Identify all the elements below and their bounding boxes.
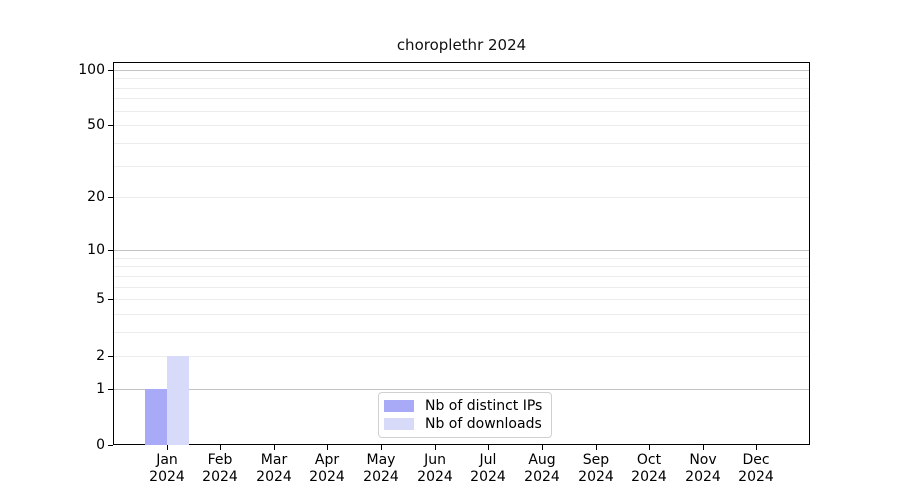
x-tick-label: Feb 2024 (202, 452, 238, 485)
minor-gridline (114, 276, 809, 277)
x-tick-label: Sep 2024 (578, 452, 614, 485)
bar-nb-of-downloads (167, 356, 189, 445)
x-tick-mark (649, 445, 650, 450)
x-tick-label: Jul 2024 (470, 452, 506, 485)
minor-gridline (114, 356, 809, 357)
minor-gridline (114, 332, 809, 333)
y-tick-mark (108, 197, 113, 198)
x-tick-label: Dec 2024 (738, 452, 774, 485)
x-tick-mark (435, 445, 436, 450)
x-tick-mark (756, 445, 757, 450)
x-tick-label: Aug 2024 (524, 452, 560, 485)
y-tick-mark (108, 70, 113, 71)
x-tick-label: Jun 2024 (417, 452, 453, 485)
y-tick-mark (108, 389, 113, 390)
x-tick-mark (274, 445, 275, 450)
minor-gridline (114, 143, 809, 144)
x-tick-mark (220, 445, 221, 450)
y-tick-label: 0 (96, 437, 105, 453)
x-tick-mark (167, 445, 168, 450)
legend-row: Nb of downloads (384, 416, 542, 432)
y-tick-mark (108, 299, 113, 300)
minor-gridline (114, 287, 809, 288)
y-tick-label: 1 (96, 381, 105, 397)
y-tick-mark (108, 250, 113, 251)
y-tick-label: 10 (87, 242, 105, 258)
x-tick-label: Oct 2024 (631, 452, 667, 485)
plot-area (113, 62, 810, 445)
y-tick-label: 5 (96, 291, 105, 307)
x-tick-mark (327, 445, 328, 450)
y-tick-label: 50 (87, 117, 105, 133)
minor-gridline (114, 166, 809, 167)
x-tick-mark (488, 445, 489, 450)
x-tick-label: Jan 2024 (149, 452, 185, 485)
minor-gridline (114, 88, 809, 89)
chart-title: choroplethr 2024 (396, 36, 527, 54)
x-tick-label: May 2024 (363, 452, 399, 485)
major-gridline (114, 70, 809, 71)
x-tick-mark (596, 445, 597, 450)
x-tick-label: Apr 2024 (309, 452, 345, 485)
x-tick-mark (703, 445, 704, 450)
legend-label: Nb of distinct IPs (425, 398, 543, 414)
y-tick-label: 2 (96, 348, 105, 364)
legend-label: Nb of downloads (425, 416, 542, 432)
x-tick-label: Mar 2024 (256, 452, 292, 485)
minor-gridline (114, 258, 809, 259)
minor-gridline (114, 299, 809, 300)
minor-gridline (114, 78, 809, 79)
x-tick-label: Nov 2024 (685, 452, 721, 485)
x-tick-mark (542, 445, 543, 450)
x-tick-mark (381, 445, 382, 450)
minor-gridline (114, 266, 809, 267)
minor-gridline (114, 197, 809, 198)
y-tick-mark (108, 356, 113, 357)
major-gridline (114, 389, 809, 390)
legend-swatch (384, 400, 414, 412)
minor-gridline (114, 111, 809, 112)
y-tick-mark (108, 125, 113, 126)
y-tick-label: 100 (78, 62, 105, 78)
minor-gridline (114, 314, 809, 315)
major-gridline (114, 250, 809, 251)
minor-gridline (114, 98, 809, 99)
legend-row: Nb of distinct IPs (384, 398, 542, 414)
legend-swatch (384, 418, 414, 430)
bar-nb-of-distinct-ips (145, 389, 167, 445)
minor-gridline (114, 125, 809, 126)
y-tick-label: 20 (87, 189, 105, 205)
legend: Nb of distinct IPs Nb of downloads (378, 392, 553, 438)
y-tick-mark (108, 445, 113, 446)
